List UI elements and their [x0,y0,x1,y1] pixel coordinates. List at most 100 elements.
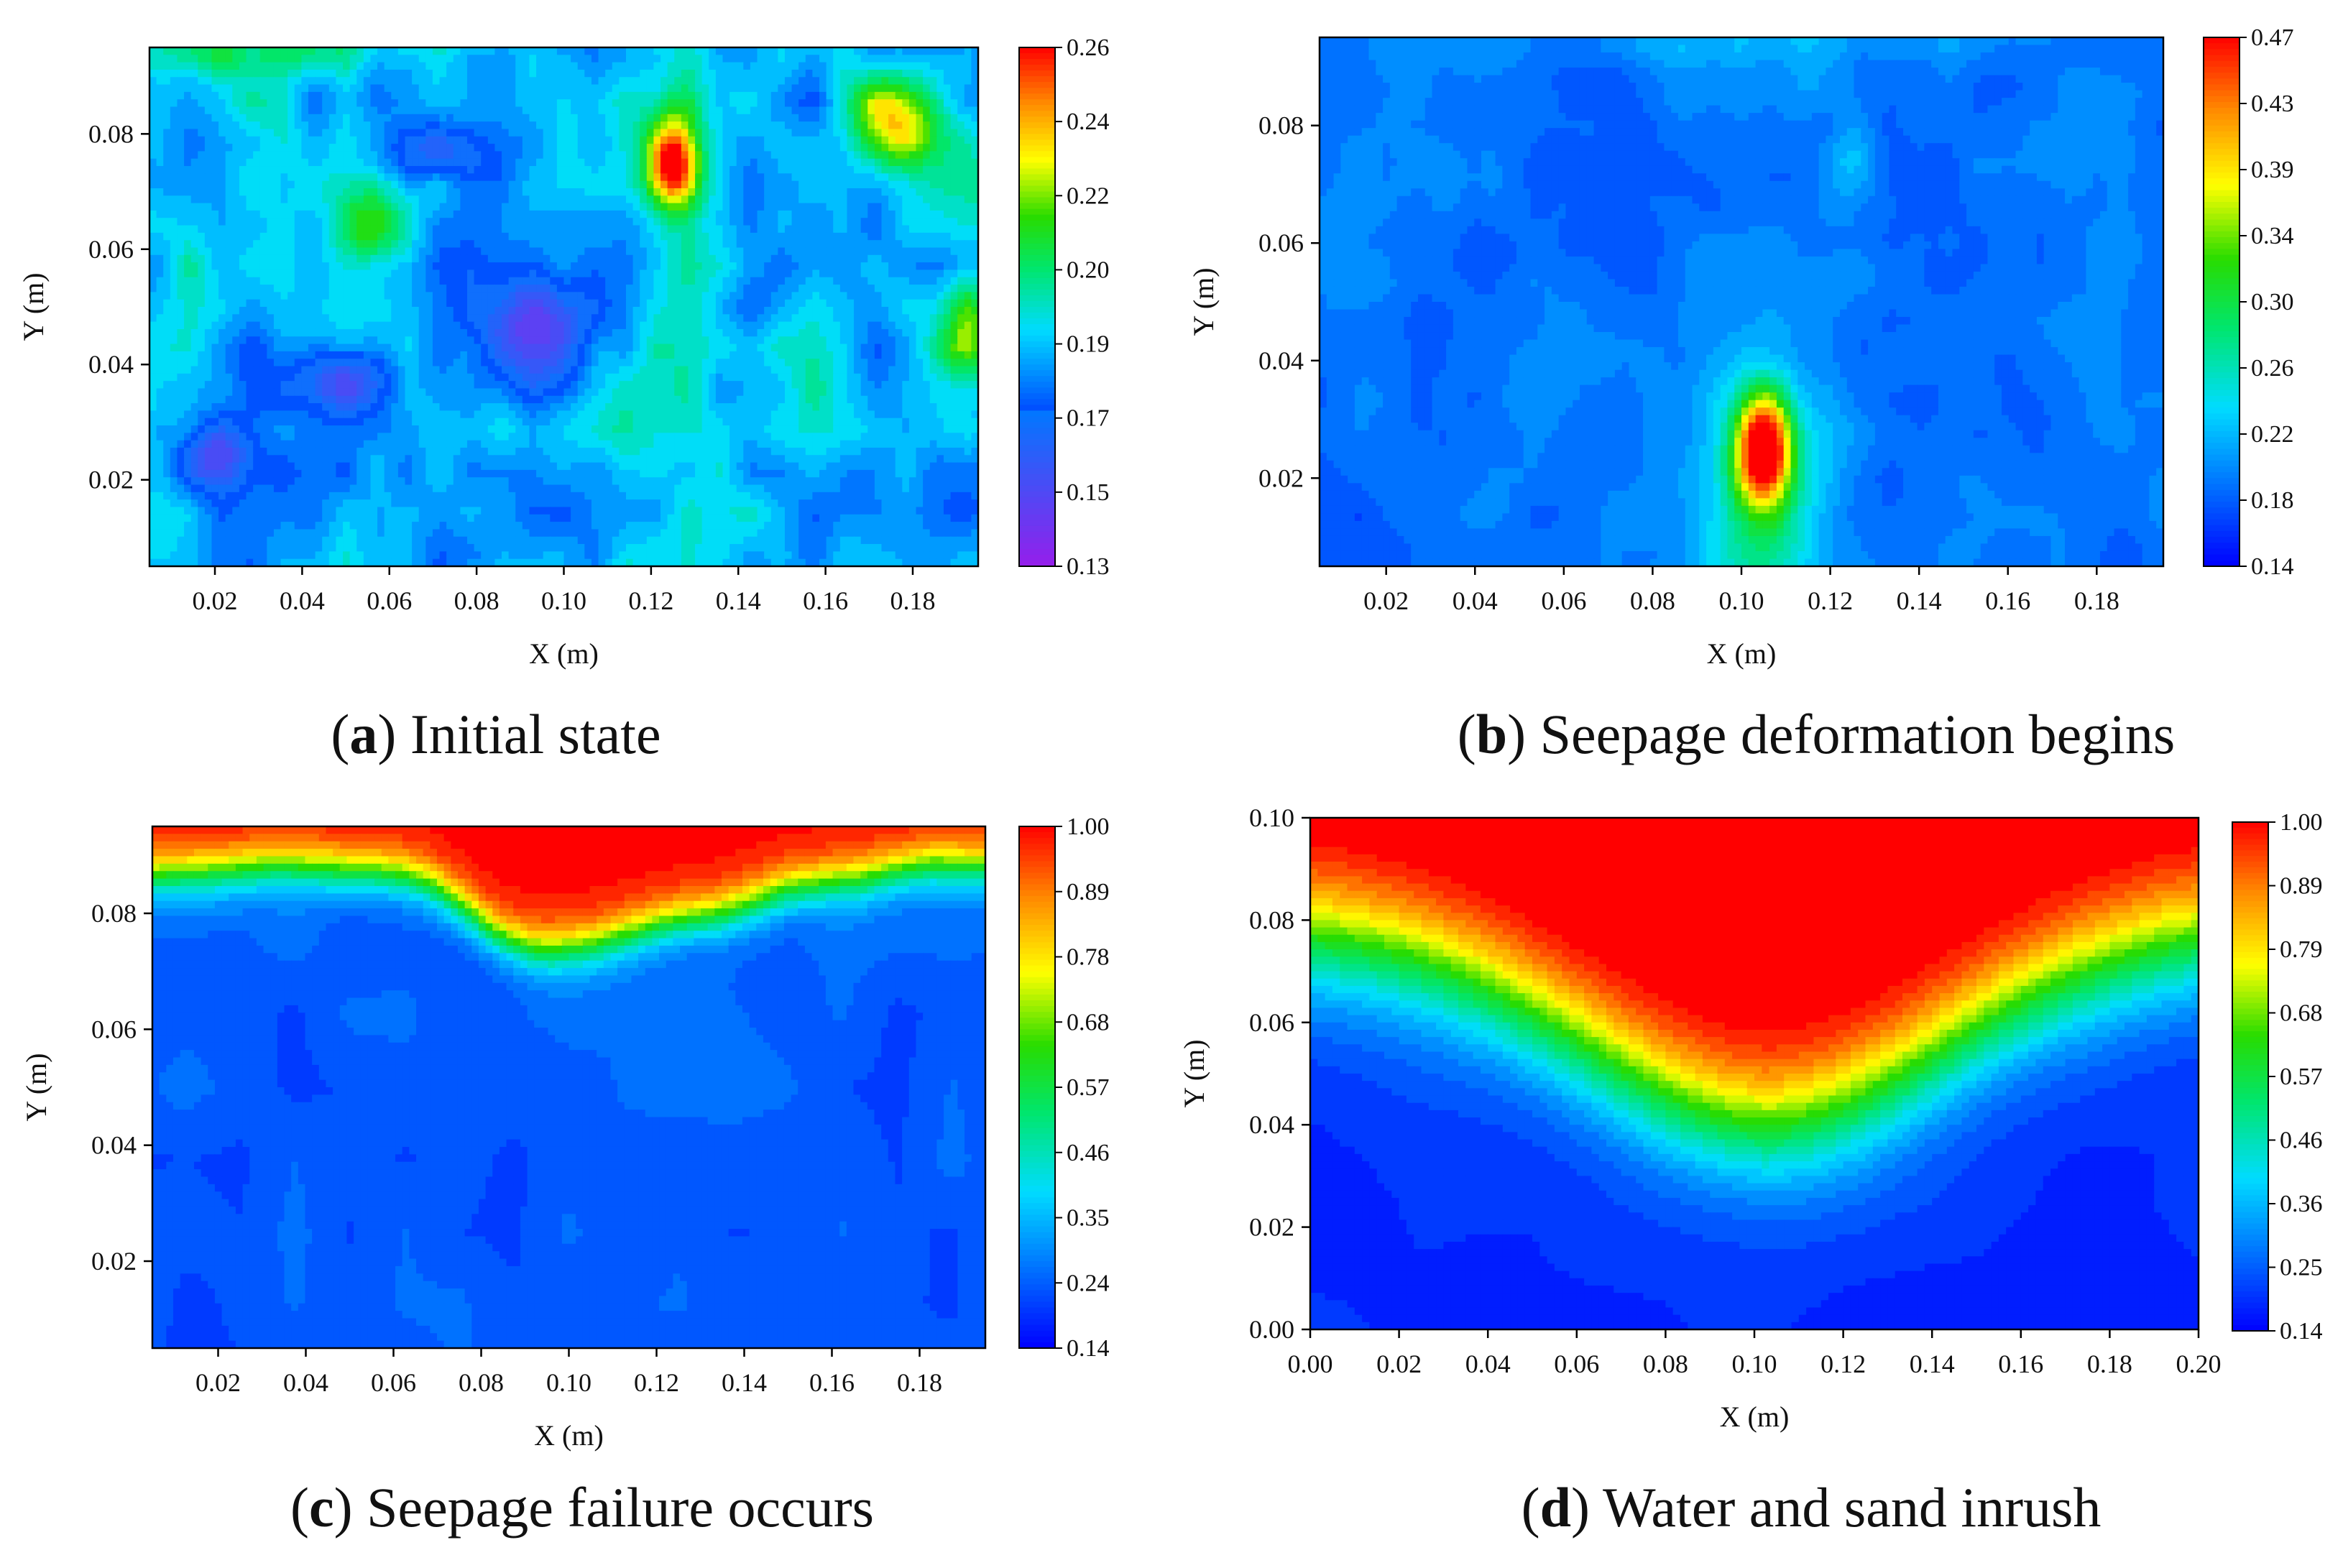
heatmap-cell [239,188,247,196]
heatmap-cell [785,63,792,70]
heatmap-cell [902,226,909,234]
heatmap-cell [640,255,647,263]
heatmap-cell [529,92,536,100]
heatmap-cell [232,233,239,241]
heatmap-cell [599,70,606,78]
heatmap-cell [626,92,633,100]
heatmap-cell [930,188,937,196]
heatmap-cell [364,188,371,196]
heatmap-cell [612,233,620,241]
heatmap-cell [467,262,474,270]
heatmap-cell [433,63,440,70]
heatmap-cell [191,233,198,241]
heatmap-cell [177,55,184,63]
heatmap-cell [218,269,226,277]
heatmap-cell [377,47,385,55]
heatmap-cell [301,233,308,241]
heatmap-cell [398,226,405,234]
heatmap-cell [709,240,716,248]
heatmap-cell [605,188,612,196]
heatmap-cell [819,92,827,100]
heatmap-cell [557,114,564,122]
heatmap-cell [316,159,323,167]
heatmap-cell [239,211,247,218]
heatmap-cell [660,55,668,63]
heatmap-cell [301,218,308,226]
heatmap-cell [440,129,447,137]
heatmap-cell [764,233,771,241]
heatmap-cell [930,269,937,277]
heatmap-cell [881,226,888,234]
heatmap-cell [322,181,329,189]
heatmap-cell [488,92,495,100]
heatmap-cell [446,121,454,129]
heatmap-cell [253,211,260,218]
heatmap-cell [336,226,343,234]
heatmap-cell [523,47,530,55]
heatmap-cell [364,151,371,159]
heatmap-cell [965,107,972,115]
heatmap-cell [184,77,191,85]
heatmap-cell [191,70,198,78]
heatmap-cell [308,77,316,85]
heatmap-cell [688,129,695,137]
heatmap-cell [543,218,551,226]
heatmap-cell [419,70,426,78]
heatmap-cell [833,129,840,137]
heatmap-cell [191,99,198,107]
heatmap-cell [722,195,729,203]
heatmap-cell [798,269,806,277]
heatmap-cell [633,107,640,115]
heatmap-cell [647,240,654,248]
heatmap-cell [840,159,847,167]
heatmap-cell [916,92,924,100]
heatmap-cell [957,262,965,270]
heatmap-cell [640,233,647,241]
heatmap-cell [619,218,626,226]
heatmap-cell [557,129,564,137]
heatmap-cell [433,55,440,63]
heatmap-cell [474,121,482,129]
heatmap-cell [709,63,716,70]
heatmap-cell [350,195,357,203]
heatmap-cell [819,181,827,189]
heatmap-cell [322,92,329,100]
heatmap-cell [412,107,419,115]
heatmap-cell [888,107,896,115]
heatmap-cell [944,137,951,144]
heatmap-cell [356,92,364,100]
heatmap-cell [640,166,647,174]
heatmap-cell [806,195,813,203]
heatmap-cell [211,173,218,181]
heatmap-cell [239,144,247,152]
heatmap-cell [619,188,626,196]
heatmap-cell [688,47,695,55]
heatmap-cell [709,195,716,203]
heatmap-cell [599,211,606,218]
heatmap-cell [474,188,482,196]
heatmap-cell [605,77,612,85]
heatmap-cell [467,144,474,152]
heatmap-cell [867,99,875,107]
heatmap-cell [433,144,440,152]
heatmap-cell [481,173,488,181]
heatmap-cell [902,269,909,277]
heatmap-cell [965,70,972,78]
heatmap-cell [957,92,965,100]
heatmap-cell [253,151,260,159]
heatmap-cell [454,129,461,137]
heatmap-cell [446,262,454,270]
heatmap-cell [771,114,778,122]
heatmap-cell [274,107,281,115]
heatmap-cell [502,240,509,248]
heatmap-cell [454,203,461,211]
heatmap-cell [343,121,350,129]
heatmap-cell [336,121,343,129]
heatmap-cell [502,262,509,270]
heatmap-cell [419,218,426,226]
heatmap-cell [515,233,523,241]
heatmap-cell [149,269,157,277]
heatmap-cell [177,181,184,189]
heatmap-cell [316,114,323,122]
